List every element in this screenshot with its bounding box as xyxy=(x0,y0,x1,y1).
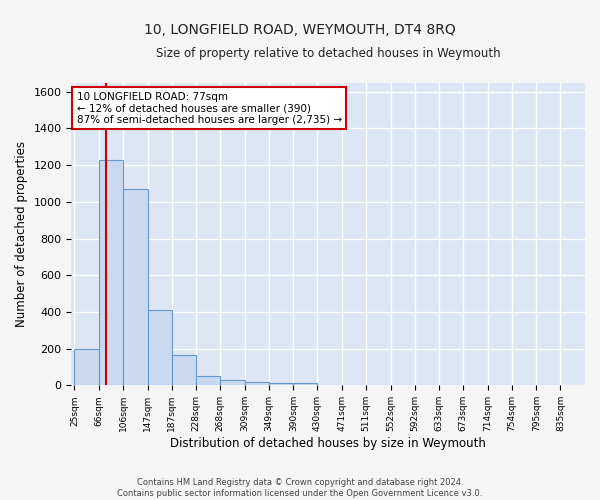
Text: 10 LONGFIELD ROAD: 77sqm
← 12% of detached houses are smaller (390)
87% of semi-: 10 LONGFIELD ROAD: 77sqm ← 12% of detach… xyxy=(77,92,341,125)
Bar xyxy=(245,382,269,386)
Bar xyxy=(293,382,317,386)
Bar xyxy=(220,380,245,386)
Bar xyxy=(148,310,172,386)
Bar xyxy=(123,189,148,386)
Bar xyxy=(269,382,293,386)
X-axis label: Distribution of detached houses by size in Weymouth: Distribution of detached houses by size … xyxy=(170,437,486,450)
Bar xyxy=(172,355,196,386)
Y-axis label: Number of detached properties: Number of detached properties xyxy=(15,141,28,327)
Text: Contains HM Land Registry data © Crown copyright and database right 2024.
Contai: Contains HM Land Registry data © Crown c… xyxy=(118,478,482,498)
Bar xyxy=(196,376,220,386)
Title: Size of property relative to detached houses in Weymouth: Size of property relative to detached ho… xyxy=(156,48,500,60)
Bar xyxy=(74,348,99,386)
Text: 10, LONGFIELD ROAD, WEYMOUTH, DT4 8RQ: 10, LONGFIELD ROAD, WEYMOUTH, DT4 8RQ xyxy=(144,22,456,36)
Bar xyxy=(99,160,123,386)
